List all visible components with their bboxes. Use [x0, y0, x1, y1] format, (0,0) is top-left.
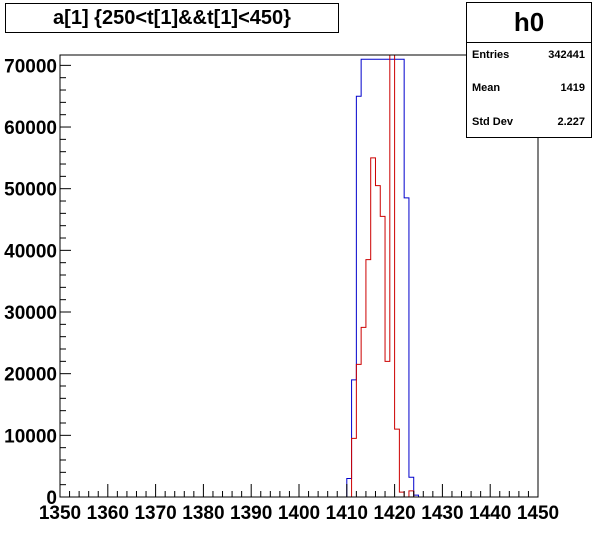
y-tick-label: 0: [46, 488, 57, 509]
axis-layer: 0 10000 20000 30000 40000 50000 60000 70000 1350…: [4, 56, 559, 524]
y-tick-label: 30000: [4, 303, 57, 324]
x-tick-label: 1390: [230, 503, 272, 524]
histogram-series-1: [346, 58, 419, 497]
stats-value: 342441: [548, 49, 585, 61]
y-tick-label: 50000: [4, 180, 57, 201]
x-tick-label: 1440: [469, 503, 511, 524]
y-tick-label: 70000: [4, 56, 57, 77]
x-tick-label: 1370: [134, 503, 176, 524]
stats-histogram-name: h0: [467, 3, 591, 43]
stats-row-std-dev: Std Dev 2.227: [467, 113, 591, 133]
stats-row-mean: Mean 1419: [467, 79, 591, 99]
x-tick-label: 1400: [278, 503, 320, 524]
y-tick-label: 20000: [4, 365, 57, 386]
stats-value: 2.227: [557, 116, 585, 128]
y-tick-label: 10000: [4, 426, 57, 447]
x-tick-label: 1450: [517, 503, 559, 524]
y-tick-label: 60000: [4, 118, 57, 139]
x-tick-label: 1420: [373, 503, 415, 524]
chart-title: a[1] {250<t[1]&&t[1]<450}: [5, 3, 339, 33]
stats-row-entries: Entries 342441: [467, 46, 591, 66]
stats-box: h0 Entries 342441 Mean 1419 Std Dev 2.22…: [466, 2, 592, 138]
x-tick-label: 1360: [87, 503, 129, 524]
stats-label: Std Dev: [472, 116, 513, 128]
x-tick-label: 1350: [39, 503, 81, 524]
stats-label: Entries: [472, 49, 510, 61]
chart-title-text: a[1] {250<t[1]&&t[1]<450}: [53, 6, 291, 29]
x-tick-label: 1430: [421, 503, 463, 524]
stats-value: 1419: [560, 82, 585, 94]
x-tick-label: 1380: [182, 503, 224, 524]
plot-frame-bg: [60, 55, 538, 497]
x-tick-label: 1410: [326, 503, 368, 524]
stats-label: Mean: [472, 82, 501, 94]
y-tick-label: 40000: [4, 241, 57, 262]
